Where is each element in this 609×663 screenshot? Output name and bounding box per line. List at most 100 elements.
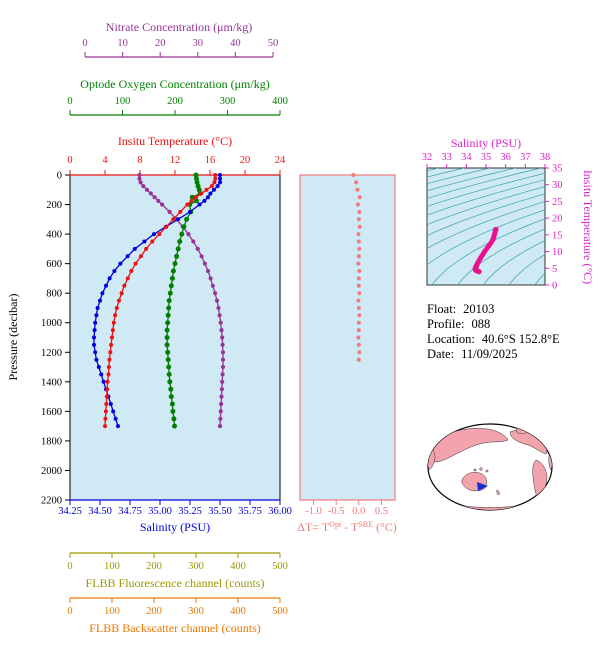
ts-temperature-axis: 0 5 10 15 20 25 30 35 bbox=[545, 164, 563, 292]
svg-text:1000: 1000 bbox=[41, 318, 62, 329]
data-layer bbox=[92, 168, 545, 429]
oxygen-profile-curve bbox=[164, 172, 203, 429]
svg-text:200: 200 bbox=[146, 606, 162, 617]
svg-text:200: 200 bbox=[46, 200, 62, 211]
svg-text:34: 34 bbox=[461, 152, 472, 163]
landmass-new-zealand bbox=[496, 489, 500, 496]
svg-text:34.75: 34.75 bbox=[118, 506, 142, 517]
svg-text:16: 16 bbox=[205, 155, 216, 166]
svg-text:36: 36 bbox=[500, 152, 511, 163]
svg-text:0: 0 bbox=[82, 38, 87, 49]
svg-text:34.50: 34.50 bbox=[88, 506, 112, 517]
svg-text:400: 400 bbox=[46, 230, 62, 241]
svg-text:15: 15 bbox=[552, 230, 563, 241]
temperature-axis-title: Insitu Temperature (°C) bbox=[118, 134, 232, 148]
delta-t-axis: -1.0 -0.5 0.0 0.5 bbox=[305, 500, 388, 517]
svg-text:2000: 2000 bbox=[41, 466, 62, 477]
float-info: Float: 20103 Profile: 088 Location: 40.6°S … bbox=[427, 302, 560, 361]
float-location-marker bbox=[477, 482, 488, 491]
svg-text:35.75: 35.75 bbox=[238, 506, 262, 517]
nitrate-axis-title: Nitrate Concentration (μm/kg) bbox=[106, 20, 252, 34]
svg-text:32: 32 bbox=[422, 152, 433, 163]
temperature-profile-curve bbox=[103, 173, 218, 429]
delta-plot-area bbox=[300, 175, 395, 500]
salinity-axis-title: Salinity (PSU) bbox=[140, 520, 210, 534]
svg-text:35.00: 35.00 bbox=[148, 506, 172, 517]
backscatter-axis: 0 100 200 300 400 500 bbox=[67, 597, 288, 617]
landmass-indonesia-2 bbox=[485, 469, 489, 473]
svg-text:800: 800 bbox=[46, 289, 62, 300]
main-plot-area bbox=[70, 175, 280, 500]
nitrate-profile-curve bbox=[137, 172, 226, 429]
svg-text:400: 400 bbox=[272, 96, 288, 107]
landmass-indonesia-3 bbox=[473, 468, 477, 472]
svg-text:-1.0: -1.0 bbox=[305, 506, 322, 517]
svg-text:0: 0 bbox=[57, 171, 62, 182]
ts-plot-area bbox=[427, 168, 545, 285]
svg-text:35.50: 35.50 bbox=[208, 506, 232, 517]
profile-value: 088 bbox=[472, 317, 491, 331]
salinity-axis: 34.25 34.50 34.75 35.00 35.25 35.50 35.75 36.00 bbox=[58, 499, 292, 517]
svg-text:500: 500 bbox=[272, 561, 288, 572]
svg-text:0: 0 bbox=[67, 561, 72, 572]
svg-text:0: 0 bbox=[67, 155, 72, 166]
delta-t-axis-title: ΔT= TOpt - TSBE (°C) bbox=[297, 520, 397, 534]
fluorescence-axis: 0 100 200 300 400 500 bbox=[67, 552, 288, 572]
pressure-axis: 0 200 400 600 800 1000 1200 1400 1600 1800 2000 220… bbox=[41, 171, 70, 507]
fluorescence-axis-title: FLBB Fluorescence channel (counts) bbox=[86, 576, 265, 590]
svg-text:300: 300 bbox=[220, 96, 236, 107]
svg-text:37: 37 bbox=[520, 152, 531, 163]
svg-text:20: 20 bbox=[240, 155, 251, 166]
svg-text:35: 35 bbox=[481, 152, 492, 163]
svg-text:100: 100 bbox=[115, 96, 131, 107]
svg-text:36.00: 36.00 bbox=[268, 506, 292, 517]
backscatter-axis-title: FLBB Backscatter channel (counts) bbox=[89, 621, 261, 635]
world-map bbox=[427, 423, 553, 511]
profile-label: Profile: bbox=[427, 317, 465, 331]
svg-text:1200: 1200 bbox=[41, 348, 62, 359]
ts-salinity-axis-title: Salinity (PSU) bbox=[451, 136, 521, 150]
svg-text:0.5: 0.5 bbox=[375, 506, 388, 517]
svg-text:0: 0 bbox=[67, 96, 72, 107]
svg-text:12: 12 bbox=[170, 155, 181, 166]
svg-text:10: 10 bbox=[552, 247, 563, 258]
date-label: Date: bbox=[427, 347, 454, 361]
delta-t-points bbox=[351, 173, 362, 362]
svg-text:0: 0 bbox=[67, 606, 72, 617]
oxygen-axis-title: Optode Oxygen Concentration (μm/kg) bbox=[80, 77, 269, 91]
svg-text:1800: 1800 bbox=[41, 436, 62, 447]
ts-salinity-axis: 32 33 34 35 36 37 38 bbox=[422, 152, 551, 168]
svg-text:5: 5 bbox=[552, 264, 557, 275]
svg-text:4: 4 bbox=[102, 155, 108, 166]
svg-text:38: 38 bbox=[540, 152, 551, 163]
axes-layer: 0200400600800100012001400160018002000220… bbox=[41, 38, 563, 617]
svg-text:100: 100 bbox=[104, 606, 120, 617]
svg-text:25: 25 bbox=[552, 197, 563, 208]
svg-text:-0.5: -0.5 bbox=[328, 506, 345, 517]
svg-text:0.0: 0.0 bbox=[352, 506, 365, 517]
svg-text:100: 100 bbox=[104, 561, 120, 572]
float-value: 20103 bbox=[463, 302, 494, 316]
oxygen-axis: 0 100 200 300 400 bbox=[67, 96, 288, 116]
float-label: Float: bbox=[427, 302, 456, 316]
delta-plot-frame bbox=[299, 174, 396, 501]
svg-text:35.25: 35.25 bbox=[178, 506, 202, 517]
svg-text:400: 400 bbox=[230, 606, 246, 617]
svg-text:30: 30 bbox=[193, 38, 204, 49]
svg-text:300: 300 bbox=[188, 606, 204, 617]
svg-text:500: 500 bbox=[272, 606, 288, 617]
nitrate-axis: 0 10 20 30 40 50 bbox=[82, 38, 278, 58]
svg-text:10: 10 bbox=[117, 38, 128, 49]
svg-text:300: 300 bbox=[188, 561, 204, 572]
salinity-profile-curve bbox=[92, 173, 222, 429]
svg-text:200: 200 bbox=[146, 561, 162, 572]
svg-text:8: 8 bbox=[137, 155, 142, 166]
location-info-line: Location: 40.6°S 152.8°E bbox=[427, 332, 560, 346]
svg-text:20: 20 bbox=[155, 38, 166, 49]
svg-text:35: 35 bbox=[552, 164, 563, 175]
svg-text:600: 600 bbox=[46, 259, 62, 270]
svg-text:30: 30 bbox=[552, 180, 563, 191]
profile-info-line: Profile: 088 bbox=[427, 317, 490, 331]
